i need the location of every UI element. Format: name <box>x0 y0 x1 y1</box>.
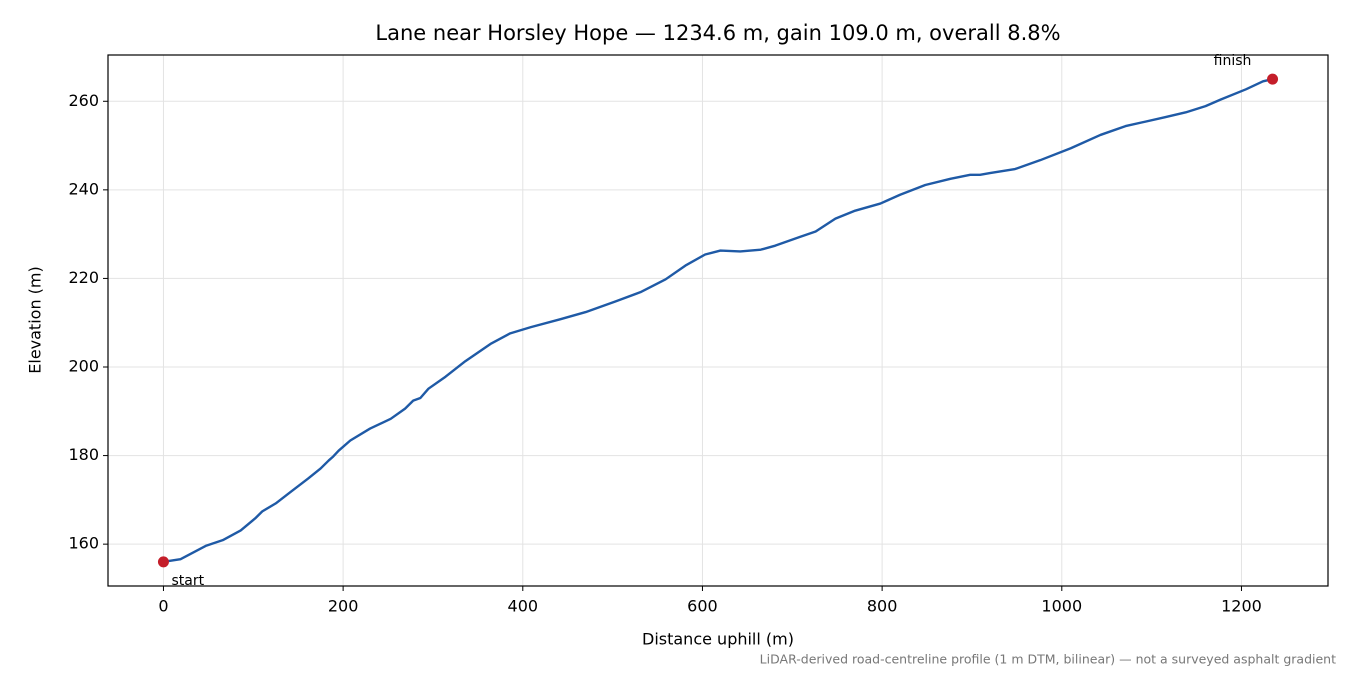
x-tick-label: 1000 <box>1041 597 1082 616</box>
x-tick-label: 600 <box>687 597 718 616</box>
endpoint-marker <box>1267 73 1279 85</box>
y-tick-label: 180 <box>68 445 99 464</box>
chart-title: Lane near Horsley Hope — 1234.6 m, gain … <box>375 21 1060 45</box>
x-axis-label: Distance uphill (m) <box>642 630 794 649</box>
elevation-line <box>163 77 1273 564</box>
axes-frame <box>107 54 1329 587</box>
x-tick-label: 800 <box>867 597 898 616</box>
x-tick-label: 0 <box>158 597 168 616</box>
y-tick-label: 220 <box>68 268 99 287</box>
grid <box>108 55 1328 586</box>
endpoint-label: start <box>171 573 204 589</box>
y-tick-label: 200 <box>68 357 99 376</box>
plot-area <box>157 73 1279 568</box>
y-tick-label: 160 <box>68 534 99 553</box>
endpoint-marker <box>157 556 169 568</box>
y-tick-label: 260 <box>68 91 99 110</box>
x-tick-label: 200 <box>328 597 359 616</box>
footnote: LiDAR-derived road-centreline profile (1… <box>760 652 1336 667</box>
y-tick-label: 240 <box>68 179 99 198</box>
y-axis-label: Elevation (m) <box>26 266 45 373</box>
x-tick-label: 1200 <box>1221 597 1262 616</box>
x-tick-label: 400 <box>508 597 539 616</box>
endpoint-label: finish <box>1214 53 1252 69</box>
